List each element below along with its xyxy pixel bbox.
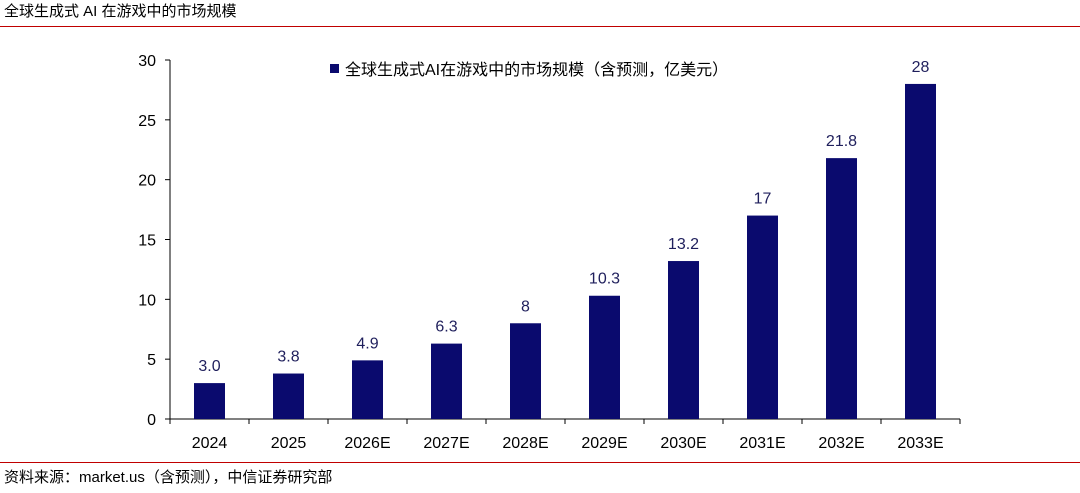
source-note: 资料来源：market.us（含预测），中信证券研究部 [4,469,333,486]
bar [747,215,778,419]
x-tick-label: 2024 [192,435,228,452]
bar [589,295,620,419]
data-label: 4.9 [356,335,378,352]
legend-swatch [330,64,339,73]
chart-title: 全球生成式 AI 在游戏中的市场规模 [4,3,237,20]
y-tick-label: 25 [138,113,156,130]
data-label: 17 [754,191,772,208]
data-label: 21.8 [826,133,857,150]
y-tick-label: 10 [138,292,156,309]
bar [431,343,462,419]
bar-chart: 0510152025303.020243.820254.92026E6.3202… [138,53,961,452]
data-label: 13.2 [668,236,699,253]
y-tick-label: 0 [147,412,156,429]
y-tick-label: 30 [138,53,156,70]
data-label: 8 [521,298,530,315]
x-tick-label: 2030E [660,435,706,452]
y-tick-label: 20 [138,173,156,190]
data-label: 6.3 [435,319,457,336]
data-label: 3.0 [198,358,220,375]
y-tick-label: 5 [147,352,156,369]
bar [905,83,936,419]
x-tick-label: 2028E [502,435,548,452]
data-label: 3.8 [277,349,299,366]
x-tick-label: 2033E [897,435,943,452]
bottom-divider [0,462,1080,463]
y-tick-label: 15 [138,233,156,250]
data-label: 10.3 [589,271,620,288]
bar [352,360,383,419]
x-tick-label: 2026E [344,435,390,452]
bar [273,373,304,419]
top-divider [0,26,1080,27]
x-tick-label: 2027E [423,435,469,452]
bar [826,158,857,420]
bar [194,383,225,419]
legend-label: 全球生成式AI在游戏中的市场规模（含预测，亿美元） [345,61,728,79]
x-tick-label: 2025 [271,435,307,452]
bar [510,323,541,419]
x-tick-label: 2029E [581,435,627,452]
bar [668,261,699,419]
data-label: 28 [912,59,930,76]
x-tick-label: 2031E [739,435,785,452]
x-tick-label: 2032E [818,435,864,452]
